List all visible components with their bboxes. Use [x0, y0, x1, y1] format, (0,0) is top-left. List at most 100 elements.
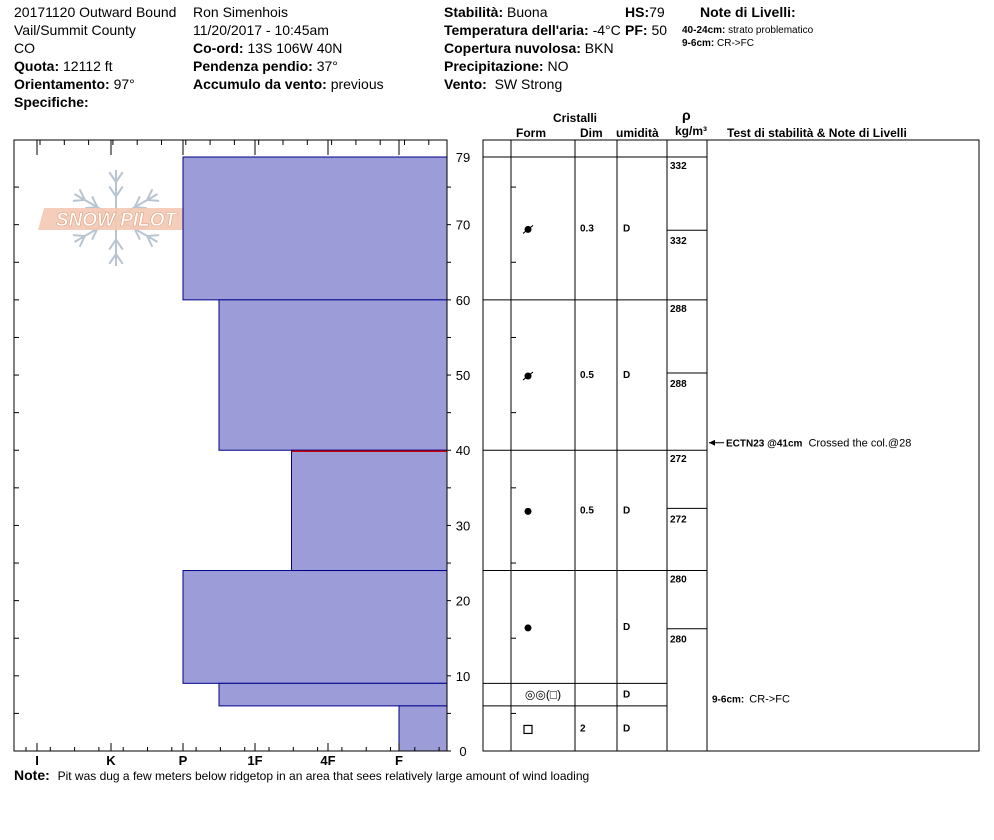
density-value-3: 288 [670, 379, 687, 390]
size-header: Dim [580, 126, 603, 140]
snowflake-branch [108, 185, 117, 197]
depth-label-50: 50 [456, 368, 470, 383]
snowflake-branch [133, 195, 141, 208]
specifics-label: Specifiche: [14, 94, 89, 110]
aspect: Orientamento: 97° [14, 76, 135, 92]
snowflake-branch [91, 228, 99, 241]
form-header: Form [516, 126, 546, 140]
snowflake-branch [147, 234, 160, 237]
snowflake-branch [78, 235, 86, 248]
depth-label-20: 20 [456, 594, 470, 609]
depth-label-60: 60 [456, 293, 470, 308]
observer: Ron Simenhois [193, 4, 288, 20]
moisture-4: D [623, 690, 630, 701]
snowflake-branch [147, 199, 160, 202]
form-crust-facet-icon: ◎◎(□) [525, 688, 561, 702]
moisture-1: D [623, 370, 630, 381]
snowflake-branch [115, 239, 124, 251]
snowflake-branch [134, 206, 147, 210]
layer-notes-title: Note di Livelli: [700, 4, 796, 20]
snowflake-branch [78, 188, 86, 201]
density-symbol: ρ [682, 107, 691, 123]
wind-loading: Accumulo da vento: previous [193, 76, 384, 92]
hardness-layer-4 [218, 682, 448, 707]
snowflake-branch [115, 185, 124, 197]
hardness-label-F: F [395, 753, 403, 768]
hardness-label-K: K [106, 753, 116, 768]
layer-note-1: 40-24cm: strato problematico [682, 25, 814, 36]
logo-text: SNOW PILOT [56, 210, 178, 231]
depth-label-30: 30 [456, 518, 470, 533]
hardness-label-P: P [179, 753, 188, 768]
grain-size-0: 0.3 [580, 223, 594, 234]
test-result: ECTN23 @41cm Crossed the col.@28 [726, 438, 911, 450]
air-temperature: Temperatura dell'aria: -4°C [444, 22, 621, 38]
density-value-4: 272 [670, 454, 687, 465]
form-facet-icon [523, 724, 533, 735]
snowflake-branch [108, 171, 117, 183]
slope: Pendenza pendio: 37° [193, 58, 338, 74]
pit-name: 20171120 Outward Bound [14, 4, 177, 20]
form-decomposing-slash [522, 225, 534, 234]
depth-label-0: 0 [459, 744, 466, 759]
moisture-3: D [623, 622, 630, 633]
cloud-cover: Copertura nuvolosa: BKN [444, 40, 614, 56]
grain-size-2: 0.5 [580, 505, 594, 516]
hardness-layer-2 [291, 449, 448, 572]
layer-note: 9-6cm: CR->FC [712, 693, 790, 705]
hardness-layer-0 [182, 156, 448, 301]
grain-size-5: 2 [580, 723, 586, 734]
density-value-7: 280 [670, 635, 687, 646]
penetration-foot: PF: 50 [625, 22, 668, 38]
snowflake-branch [108, 239, 117, 251]
precipitation: Precipitazione: NO [444, 58, 569, 74]
snowflake-branch [85, 206, 98, 210]
form-rounded-icon [524, 507, 532, 515]
crystals-header: Cristalli [553, 111, 598, 125]
depth-label-10: 10 [456, 669, 470, 684]
snow-profile-chart: SNOW PILOT 0.3 D 0.5 D 0.5 D D ◎◎(□) D 2 D 332 332 28… [13, 139, 980, 768]
layer-note-2: 9-6cm: CR->FC [682, 38, 754, 49]
moisture-0: D [623, 223, 630, 234]
hardness-plot-frame [13, 139, 448, 752]
density-unit: kg/m³ [675, 124, 708, 138]
density-value-2: 288 [670, 304, 687, 315]
density-value-0: 332 [670, 161, 687, 172]
snowflake-branch [115, 171, 124, 183]
stability: Stabilità: Buona [444, 4, 548, 20]
snowflake-branch [146, 188, 154, 201]
location: Vail/Summit County [14, 22, 136, 38]
state: CO [14, 40, 35, 56]
elevation: Quota: 12112 ft [14, 58, 113, 74]
hardness-label-4F: 4F [320, 753, 335, 768]
table-frame [482, 139, 980, 752]
hardness-layer-1 [218, 299, 448, 451]
form-rounded-icon [524, 624, 532, 632]
density-value-6: 280 [670, 575, 687, 586]
snowflake-branch [133, 228, 141, 241]
wind: Vento: SW Strong [444, 76, 563, 92]
snowflake-branch [72, 199, 85, 202]
snowflake-branch [146, 235, 154, 248]
moisture-header: umidità [616, 126, 659, 140]
hardness-layer-5 [398, 705, 448, 752]
snowflake-branch [91, 195, 99, 208]
snowflake-branch [115, 253, 124, 265]
depth-label-70: 70 [456, 218, 470, 233]
test-arrow-head [709, 439, 715, 446]
note: Note: Pit was dug a few meters below rid… [14, 767, 590, 783]
density-value-1: 332 [670, 236, 687, 247]
grain-size-1: 0.5 [580, 370, 594, 381]
moisture-5: D [623, 723, 630, 734]
depth-label-79: 79 [456, 150, 470, 165]
snowflake-branch [72, 234, 85, 237]
form-decomposing-slash [522, 371, 534, 381]
hardness-layer-3 [182, 570, 448, 684]
density-value-5: 272 [670, 514, 687, 525]
datetime: 11/20/2017 - 10:45am [193, 22, 329, 38]
hardness-label-1F: 1F [247, 753, 262, 768]
snowflake-branch [108, 253, 117, 265]
coordinates: Co-ord: 13S 106W 40N [193, 40, 343, 56]
hardness-label-I: I [35, 753, 39, 768]
tests-header: Test di stabilità & Note di Livelli [727, 126, 907, 140]
